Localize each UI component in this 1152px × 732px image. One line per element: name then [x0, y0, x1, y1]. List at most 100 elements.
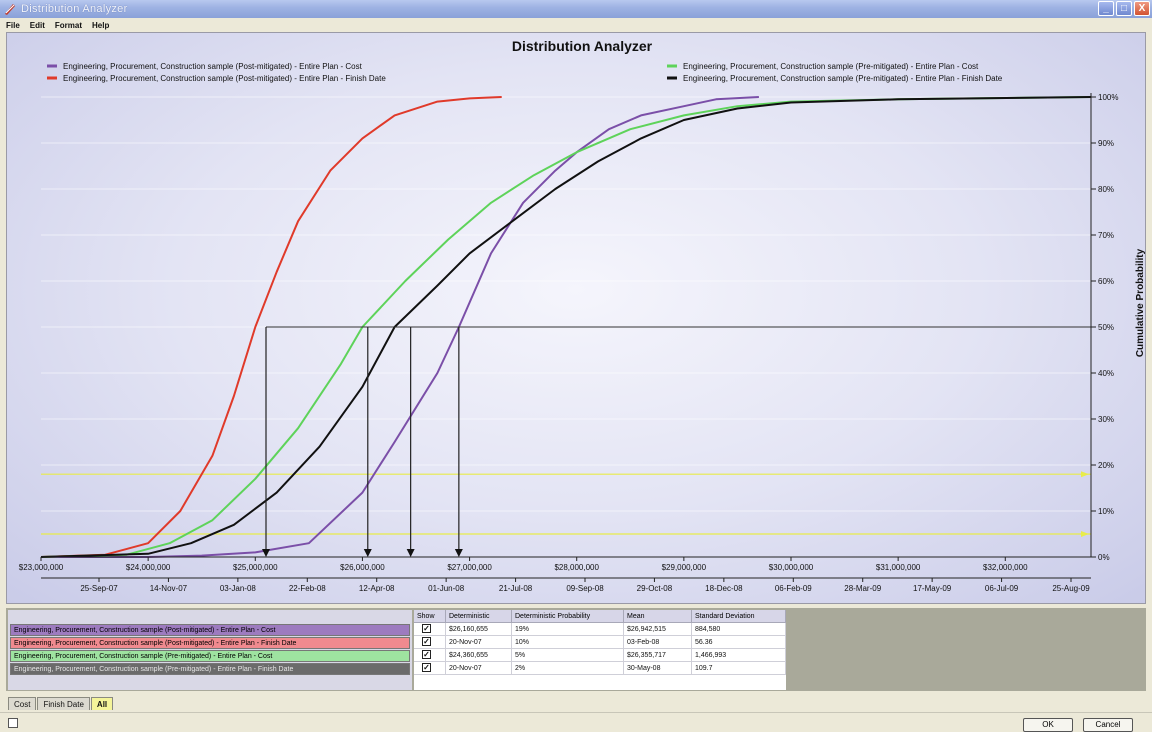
- series-label-column: Engineering, Procurement, Construction s…: [8, 610, 412, 690]
- menu-format[interactable]: Format: [54, 20, 83, 30]
- minimize-button[interactable]: _: [1098, 1, 1114, 16]
- guide-marker: [1081, 531, 1089, 537]
- tab-all[interactable]: All: [90, 697, 114, 710]
- table-cell: $26,355,717: [624, 649, 692, 662]
- table-header[interactable]: Deterministic: [446, 610, 512, 623]
- y-tick-label: 40%: [1098, 369, 1114, 378]
- series-line-2: [40, 96, 502, 558]
- y-tick-label: 60%: [1098, 277, 1114, 286]
- close-button[interactable]: X: [1134, 1, 1150, 16]
- bottom-strip: OK Cancel: [0, 712, 1152, 732]
- y-tick-label: 70%: [1098, 231, 1114, 240]
- tab-finish-date[interactable]: Finish Date: [37, 697, 90, 710]
- x-tick-label: $32,000,000: [983, 563, 1028, 572]
- table-cell: 1,466,993: [692, 649, 786, 662]
- show-cell[interactable]: ✓: [414, 662, 446, 675]
- date-tick-label: 06-Jul-09: [985, 584, 1019, 593]
- y-tick-label: 10%: [1098, 507, 1114, 516]
- table-cell: 109.7: [692, 662, 786, 675]
- legend-label: Engineering, Procurement, Construction s…: [683, 62, 979, 71]
- show-checkbox[interactable]: ✓: [422, 663, 431, 672]
- table-header[interactable]: Standard Deviation: [692, 610, 786, 623]
- app-icon: [5, 4, 15, 15]
- y-tick-label: 0%: [1098, 553, 1110, 562]
- x-tick-label: $29,000,000: [662, 563, 707, 572]
- drop-arrow: [262, 549, 270, 557]
- series-row-label[interactable]: Engineering, Procurement, Construction s…: [10, 624, 410, 636]
- chart-panel: 0% 10% 20% 30% 40% 50% 60% 70% 80% 90% 100% $23,000…: [6, 32, 1146, 604]
- table-header[interactable]: Deterministic Probability: [512, 610, 624, 623]
- tab-cost[interactable]: Cost: [8, 697, 37, 710]
- y-tick-label: 100%: [1098, 93, 1118, 102]
- guide-marker: [1081, 471, 1089, 478]
- date-tick-label: 18-Dec-08: [705, 584, 743, 593]
- x-tick-label: $28,000,000: [554, 563, 599, 572]
- y-tick-label: 90%: [1098, 139, 1114, 148]
- drop-arrow: [454, 549, 463, 557]
- table-cell: $24,360,655: [446, 649, 512, 662]
- table-header[interactable]: Show: [414, 610, 446, 623]
- table-header[interactable]: Mean: [624, 610, 692, 623]
- legend-label: Engineering, Procurement, Construction s…: [683, 74, 1003, 83]
- chart-title: Distribution Analyzer: [512, 38, 653, 54]
- y-tick-label: 80%: [1098, 185, 1114, 194]
- legend-label: Engineering, Procurement, Construction s…: [63, 74, 386, 83]
- series-line-1: [41, 96, 759, 558]
- y-tick-label: 30%: [1098, 415, 1114, 424]
- x-tick-label: $27,000,000: [447, 563, 492, 572]
- x-tick-label: $26,000,000: [340, 563, 385, 572]
- series-line-3: [40, 96, 1092, 558]
- legend-label: Engineering, Procurement, Construction s…: [63, 62, 363, 71]
- y-tick-label: 20%: [1098, 461, 1114, 470]
- ok-button[interactable]: OK: [1023, 718, 1073, 732]
- menu-edit[interactable]: Edit: [29, 20, 45, 30]
- show-cell[interactable]: ✓: [414, 623, 446, 636]
- drop-arrow: [363, 549, 372, 557]
- table-cell: 10%: [512, 636, 624, 649]
- table-cell: 5%: [512, 649, 624, 662]
- x-tick-label: $30,000,000: [769, 563, 814, 572]
- menu-bar: File Edit Format Help: [0, 18, 1152, 32]
- series-row-label[interactable]: Engineering, Procurement, Construction s…: [10, 663, 410, 675]
- show-checkbox[interactable]: ✓: [422, 637, 431, 646]
- show-cell[interactable]: ✓: [414, 649, 446, 662]
- table-cell: 884,580: [692, 623, 786, 636]
- x-tick-label: $24,000,000: [126, 563, 171, 572]
- date-tick-label: 29-Oct-08: [637, 584, 673, 593]
- x-tick-label: $25,000,000: [233, 563, 278, 572]
- x-tick-label: $23,000,000: [19, 563, 64, 572]
- drop-arrow: [406, 549, 415, 557]
- summary-table: Show Deterministic Deterministic Probabili…: [414, 610, 786, 690]
- date-tick-label: 03-Jan-08: [220, 584, 257, 593]
- table-cell: 20-Nov-07: [446, 636, 512, 649]
- show-checkbox[interactable]: ✓: [422, 624, 431, 633]
- x-tick-label: $31,000,000: [876, 563, 921, 572]
- table-cell: 30-May-08: [624, 662, 692, 675]
- date-tick-label: 28-Mar-09: [844, 584, 881, 593]
- menu-help[interactable]: Help: [92, 20, 110, 30]
- series-line-4: [40, 96, 1092, 558]
- date-tick-label: 12-Apr-08: [359, 584, 395, 593]
- view-tabs: Cost Finish Date All: [8, 696, 114, 710]
- date-tick-label: 22-Feb-08: [289, 584, 326, 593]
- date-tick-label: 01-Jun-08: [428, 584, 465, 593]
- y-tick-label: 50%: [1098, 323, 1114, 332]
- date-tick-label: 17-May-09: [913, 584, 952, 593]
- show-cell[interactable]: ✓: [414, 636, 446, 649]
- series-row-label[interactable]: Engineering, Procurement, Construction s…: [10, 637, 410, 649]
- maximize-button[interactable]: □: [1116, 1, 1132, 16]
- cancel-button[interactable]: Cancel: [1083, 718, 1133, 732]
- table-cell: 19%: [512, 623, 624, 636]
- table-cell: $26,942,515: [624, 623, 692, 636]
- date-tick-label: 21-Jul-08: [499, 584, 533, 593]
- date-tick-label: 09-Sep-08: [566, 584, 604, 593]
- window-titlebar: Distribution Analyzer _ □ X: [0, 0, 1152, 18]
- y-axis-label: Cumulative Probability: [1135, 248, 1145, 357]
- table-cell: 2%: [512, 662, 624, 675]
- table-cell: 20-Nov-07: [446, 662, 512, 675]
- show-checkbox[interactable]: ✓: [422, 650, 431, 659]
- menu-file[interactable]: File: [6, 20, 20, 30]
- series-row-label[interactable]: Engineering, Procurement, Construction s…: [10, 650, 410, 662]
- table-cell: $26,160,655: [446, 623, 512, 636]
- date-tick-label: 25-Sep-07: [80, 584, 118, 593]
